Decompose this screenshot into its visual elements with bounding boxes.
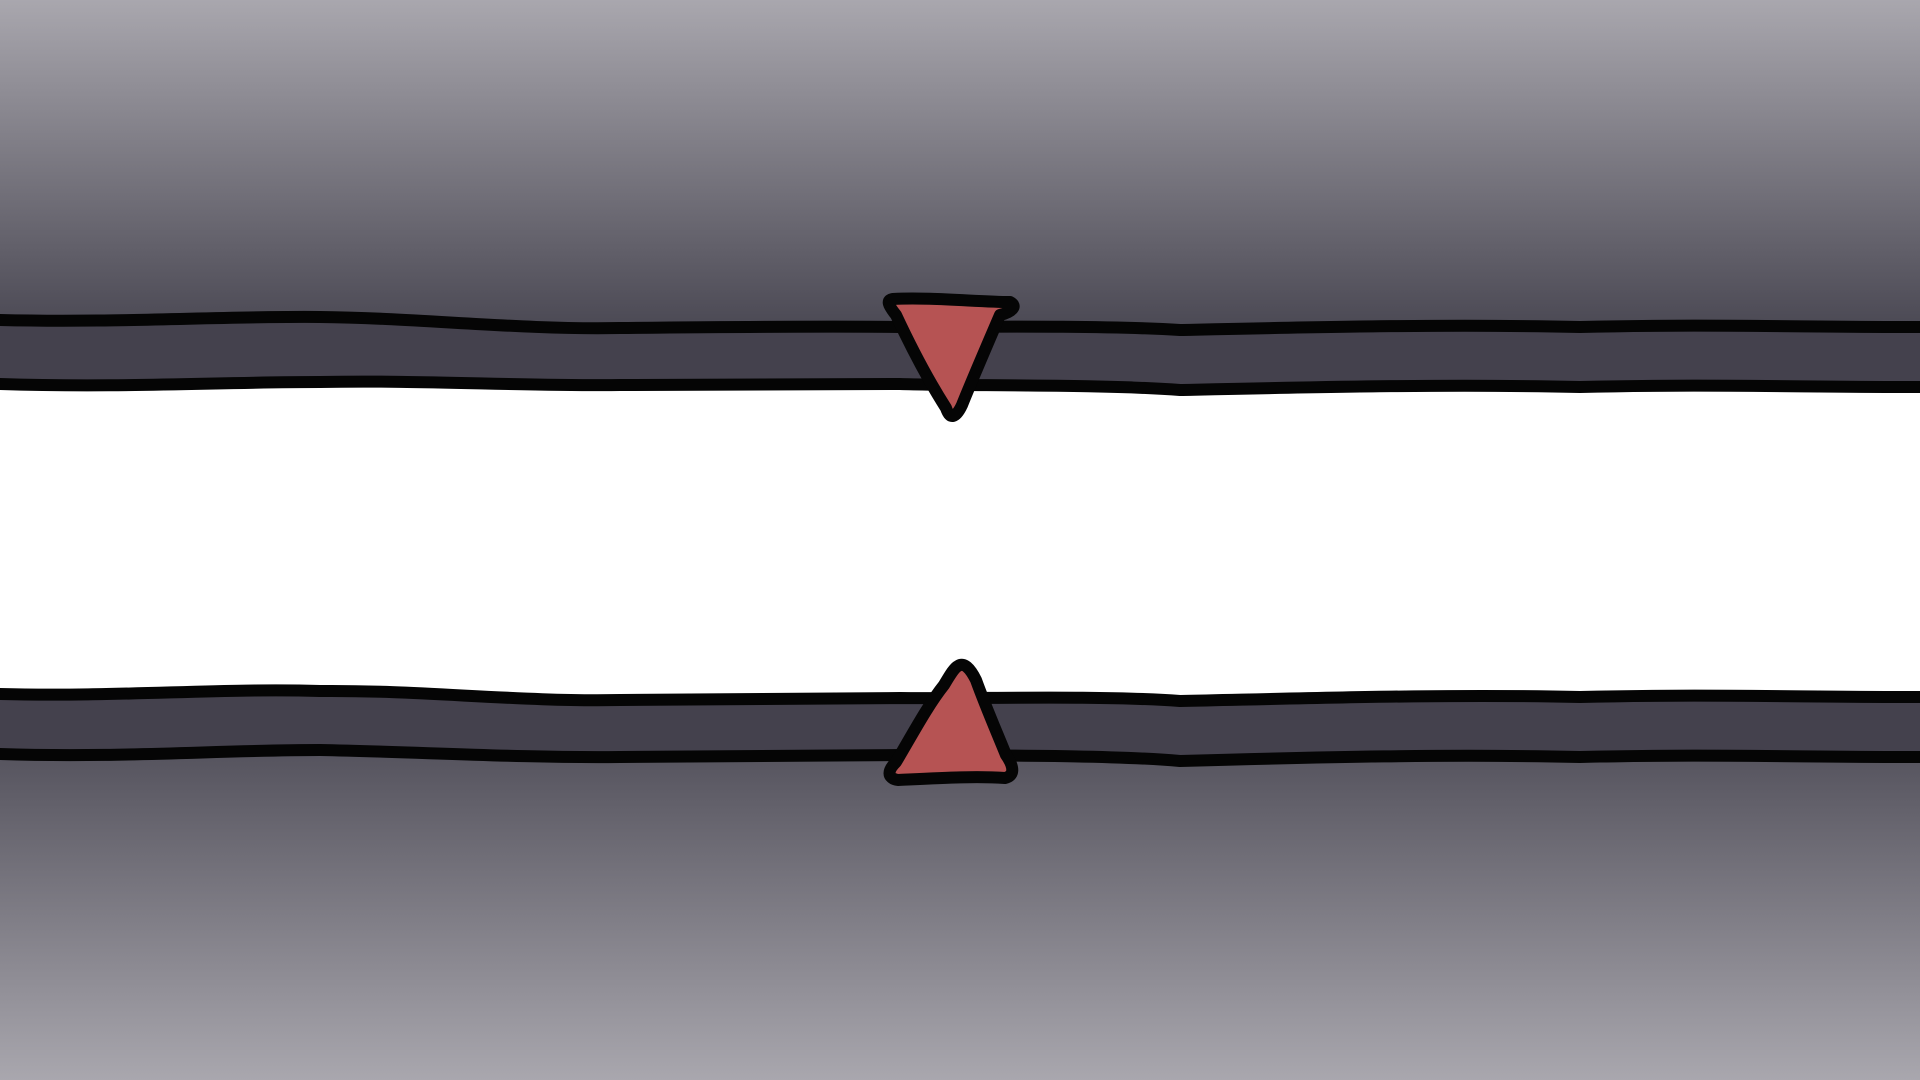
top-selector-marker — [882, 292, 1020, 422]
bottom-track-upper-edge — [0, 684, 1920, 707]
bottom-selector-marker — [883, 658, 1019, 786]
top-vignette — [0, 0, 1920, 330]
triangle-up-icon — [883, 658, 1019, 786]
top-track-lower-edge — [0, 375, 1920, 396]
triangle-down-icon — [882, 292, 1020, 422]
